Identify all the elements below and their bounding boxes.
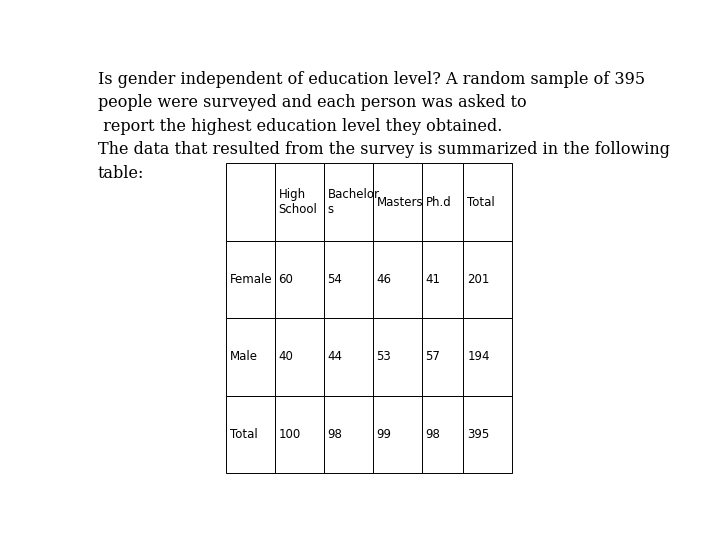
Text: Female: Female <box>230 273 272 286</box>
Bar <box>324 395 373 473</box>
Text: Ph.d: Ph.d <box>426 195 451 208</box>
Bar <box>274 164 324 241</box>
Text: 99: 99 <box>377 428 392 441</box>
Text: Total: Total <box>230 428 257 441</box>
Bar <box>373 318 422 395</box>
Text: 395: 395 <box>467 428 490 441</box>
Bar <box>324 241 373 318</box>
Text: 53: 53 <box>377 350 392 363</box>
Text: Total: Total <box>467 195 495 208</box>
Text: 60: 60 <box>279 273 294 286</box>
Bar <box>422 241 464 318</box>
Bar <box>274 241 324 318</box>
Bar <box>225 164 274 241</box>
Text: 98: 98 <box>328 428 343 441</box>
Text: Is gender independent of education level? A random sample of 395
people were sur: Is gender independent of education level… <box>98 71 670 182</box>
Text: 194: 194 <box>467 350 490 363</box>
Bar <box>422 164 464 241</box>
Bar <box>225 395 274 473</box>
Text: 40: 40 <box>279 350 294 363</box>
Bar <box>373 164 422 241</box>
Bar <box>464 395 513 473</box>
Bar <box>464 318 513 395</box>
Text: 57: 57 <box>426 350 441 363</box>
Bar <box>464 241 513 318</box>
Bar <box>274 318 324 395</box>
Bar <box>422 318 464 395</box>
Text: 201: 201 <box>467 273 490 286</box>
Bar <box>373 241 422 318</box>
Bar <box>225 318 274 395</box>
Bar <box>225 241 274 318</box>
Text: Masters: Masters <box>377 195 423 208</box>
Bar <box>324 164 373 241</box>
Bar <box>373 395 422 473</box>
Text: High
School: High School <box>279 188 318 216</box>
Bar <box>274 395 324 473</box>
Text: 98: 98 <box>426 428 441 441</box>
Text: 54: 54 <box>328 273 343 286</box>
Bar <box>324 318 373 395</box>
Text: 44: 44 <box>328 350 343 363</box>
Text: 100: 100 <box>279 428 301 441</box>
Text: Bachelor
s: Bachelor s <box>328 188 379 216</box>
Text: 46: 46 <box>377 273 392 286</box>
Text: 41: 41 <box>426 273 441 286</box>
Bar <box>464 164 513 241</box>
Bar <box>422 395 464 473</box>
Text: Male: Male <box>230 350 258 363</box>
